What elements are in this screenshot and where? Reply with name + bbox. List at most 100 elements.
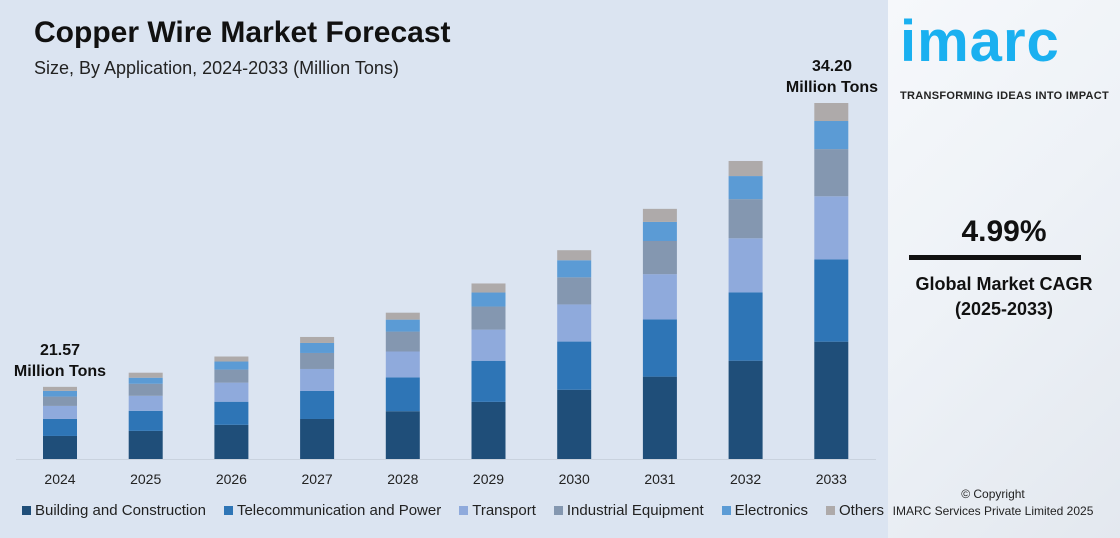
legend-item: Building and Construction (22, 502, 206, 519)
bar-segment-2026-4 (214, 361, 249, 370)
last-value: 34.20 (811, 58, 853, 75)
first-unit: Million Tons (13, 363, 107, 380)
last-bar-label: 34.20 Million Tons (772, 56, 892, 98)
x-tick-label: 2027 (302, 471, 333, 487)
bar-segment-2025-4 (128, 377, 163, 384)
bar-segment-2024-3 (43, 396, 77, 406)
bar-segment-2031-0 (642, 376, 677, 459)
bar-segment-2029-1 (471, 360, 506, 402)
first-value: 21.57 (39, 342, 81, 359)
bar-segment-2027-4 (300, 342, 335, 353)
bar-segment-2033-3 (814, 149, 849, 197)
bar-segment-2033-4 (814, 121, 849, 150)
bar-segment-2032-1 (728, 292, 763, 361)
chart-subtitle: Size, By Application, 2024-2033 (Million… (34, 58, 399, 78)
bar-segment-2031-4 (642, 221, 677, 242)
legend-swatch (825, 506, 835, 515)
bar-segment-2030-5 (557, 250, 592, 261)
legend-swatch (223, 506, 233, 515)
first-bar-label: 21.57 Million Tons (0, 340, 120, 382)
bar-segment-2025-0 (128, 430, 163, 459)
bar-segment-2033-0 (814, 341, 849, 459)
bar-segment-2024-0 (43, 435, 77, 459)
legend-label: Transport (472, 502, 536, 519)
bar-segment-2026-2 (214, 382, 249, 402)
legend-swatch (721, 506, 731, 515)
bar-segment-2029-2 (471, 329, 506, 361)
bar-segment-2026-1 (214, 401, 249, 425)
chart-panel: Copper Wire Market Forecast Size, By App… (0, 0, 888, 538)
bar-segment-2025-5 (128, 372, 163, 378)
x-tick-label: 2029 (473, 471, 504, 487)
bar-segment-2032-5 (728, 160, 763, 177)
bar-segment-2028-3 (385, 331, 420, 352)
bar-segment-2026-0 (214, 424, 249, 459)
x-tick-label: 2025 (130, 471, 161, 487)
legend-label: Industrial Equipment (566, 502, 704, 519)
bar-segment-2028-5 (385, 312, 420, 320)
legend-item: Others (825, 502, 884, 519)
bar-segment-2028-4 (385, 319, 420, 332)
bar-segment-2032-2 (728, 238, 763, 293)
legend-swatch (459, 506, 469, 515)
bar-segment-2028-2 (385, 351, 420, 378)
tagline: TRANSFORMING IDEAS INTO IMPACT (900, 90, 1110, 102)
legend-label: Electronics (734, 502, 808, 519)
bar-segment-2033-1 (814, 259, 849, 342)
divider (909, 255, 1081, 260)
legend-swatch (553, 506, 563, 515)
bar-segment-2033-5 (814, 103, 849, 122)
bar-segment-2031-3 (642, 241, 677, 275)
x-tick-label: 2026 (216, 471, 247, 487)
bar-segment-2027-2 (300, 368, 335, 391)
legend-label: Building and Construction (35, 502, 206, 519)
cagr-value: 4.99% (961, 215, 1047, 248)
bar-segment-2025-2 (128, 395, 163, 411)
legend-item: Transport (459, 502, 536, 519)
x-tick-label: 2033 (816, 471, 847, 487)
chart-title: Copper Wire Market Forecast (34, 16, 451, 49)
bar-segment-2027-0 (300, 418, 335, 459)
legend-item: Telecommunication and Power (223, 502, 442, 519)
legend-label: Telecommunication and Power (236, 502, 442, 519)
bar-segment-2025-3 (128, 383, 163, 396)
legend-item: Industrial Equipment (553, 502, 704, 519)
legend-swatch (22, 506, 31, 515)
bar-segment-2029-4 (471, 292, 506, 307)
bar-segment-2024-1 (43, 418, 77, 436)
bar-segment-2033-2 (814, 196, 849, 260)
bar-segment-2025-1 (128, 410, 163, 431)
x-tick-label: 2028 (387, 471, 418, 487)
bar-segment-2032-4 (728, 176, 763, 200)
bar-segment-2031-5 (642, 208, 677, 222)
bar-segment-2028-0 (385, 411, 420, 459)
bar-segment-2026-5 (214, 356, 249, 362)
bar-segment-2032-0 (728, 360, 763, 459)
bar-segment-2027-3 (300, 352, 335, 369)
bar-segment-2027-5 (300, 336, 335, 343)
bar-segment-2027-1 (300, 390, 335, 419)
bar-segment-2032-3 (728, 199, 763, 239)
bar-segment-2029-0 (471, 401, 506, 459)
x-tick-label: 2024 (44, 471, 75, 487)
bar-segment-2024-2 (43, 405, 77, 419)
bar-segment-2024-5 (43, 386, 77, 391)
copyright-text: © Copyright (961, 487, 1025, 501)
bar-segment-2028-1 (385, 377, 420, 412)
cagr-period: (2025-2033) (954, 299, 1054, 319)
x-tick-label: 2032 (730, 471, 761, 487)
bar-segment-2030-4 (557, 260, 592, 278)
bar-segment-2031-2 (642, 274, 677, 320)
bar-segment-2024-4 (43, 390, 77, 397)
x-tick-label: 2031 (644, 471, 675, 487)
legend-label: Others (838, 502, 884, 519)
imarc-logo: imarc (900, 9, 1060, 74)
copyright: © Copyright IMARC Services Private Limit… (888, 486, 1098, 520)
bar-segment-2030-2 (557, 304, 592, 342)
cagr-label-block: Global Market CAGR (2025-2033) (888, 272, 1120, 322)
cagr-label: Global Market CAGR (915, 274, 1093, 294)
stacked-bar-chart: 2024 2025 2026 2027 2028 2029 2030 2031 2032 2033 (16, 103, 876, 487)
x-tick-label: 2030 (559, 471, 590, 487)
bar-segment-2030-3 (557, 277, 592, 305)
bar-segment-2031-1 (642, 319, 677, 377)
